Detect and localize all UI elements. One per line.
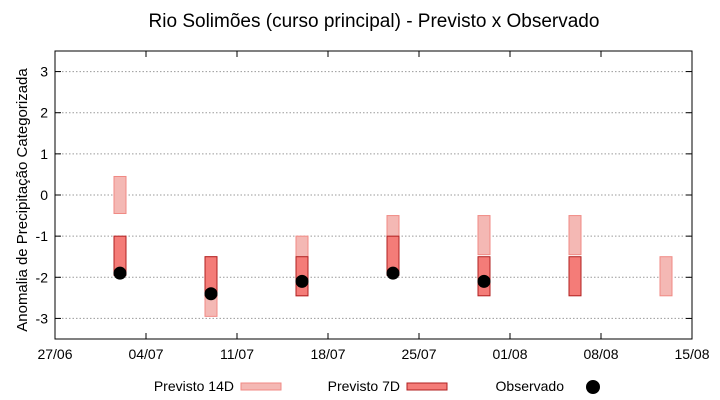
bar-previsto-7d xyxy=(568,256,582,297)
legend-label-observado: Observado xyxy=(496,378,565,394)
y-tick-label: 2 xyxy=(40,105,48,121)
legend-swatch-observado xyxy=(586,380,600,394)
grid xyxy=(55,71,692,319)
bar-previsto-14d xyxy=(568,215,582,256)
y-tick-label: -1 xyxy=(36,228,49,244)
point-observado xyxy=(477,274,491,288)
point-observado xyxy=(295,274,309,288)
point-observado xyxy=(113,266,127,280)
legend-swatch-previsto-14d xyxy=(240,382,282,391)
point-observado xyxy=(204,287,218,301)
x-tick-label: 27/06 xyxy=(37,346,72,362)
x-tick-label: 01/08 xyxy=(492,346,527,362)
x-tick-label: 18/07 xyxy=(310,346,345,362)
y-tick-label: 3 xyxy=(40,64,48,80)
y-axis: -3 -2 -1 0 1 2 3 xyxy=(36,64,692,326)
x-tick-label: 15/08 xyxy=(674,346,709,362)
bar-previsto-14d xyxy=(477,215,491,256)
legend: Previsto 14D Previsto 7D Observado xyxy=(154,378,600,394)
series-observado xyxy=(113,266,491,301)
legend-label-previsto-7d: Previsto 7D xyxy=(328,378,400,394)
y-tick-label: -2 xyxy=(36,269,49,285)
series-previsto-7d xyxy=(113,235,582,297)
x-tick-label: 11/07 xyxy=(220,346,254,362)
y-tick-label: -3 xyxy=(36,310,49,326)
y-tick-label: 0 xyxy=(40,187,48,203)
y-axis-label: Anomalia de Precipitação Categorizada xyxy=(14,68,31,332)
point-observado xyxy=(386,266,400,280)
legend-swatch-previsto-7d xyxy=(406,382,448,391)
legend-label-previsto-14d: Previsto 14D xyxy=(154,378,234,394)
y-tick-label: 1 xyxy=(40,146,48,162)
x-tick-label: 08/08 xyxy=(583,346,618,362)
x-tick-label: 25/07 xyxy=(401,346,436,362)
bar-previsto-14d xyxy=(659,256,673,297)
x-axis: 27/06 04/07 11/07 18/07 25/07 01/08 08/08 15/08 xyxy=(37,51,710,362)
chart-title: Rio Solimões (curso principal) - Previst… xyxy=(149,11,600,32)
bar-previsto-14d xyxy=(113,175,127,215)
x-tick-label: 04/07 xyxy=(128,346,163,362)
